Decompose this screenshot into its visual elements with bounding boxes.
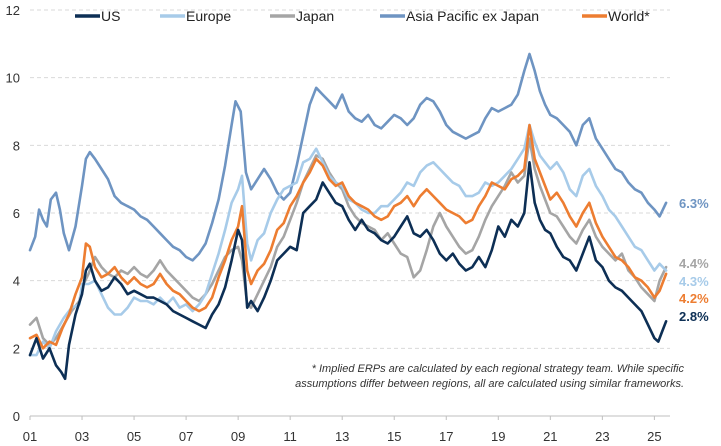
x-tick-label: 09 — [231, 429, 245, 444]
x-tick-label: 21 — [543, 429, 557, 444]
end-label: 2.8% — [679, 309, 709, 324]
y-tick-label: 2 — [13, 341, 20, 356]
series-line-us — [28, 161, 668, 381]
y-tick-label: 0 — [13, 409, 20, 424]
x-axis-ticks: 01 03 05 07 09 11 13 15 17 19 21 23 25 — [23, 416, 662, 444]
footnote-line-1: * Implied ERPs are calculated by each re… — [312, 363, 685, 375]
x-tick-label: 25 — [647, 429, 661, 444]
y-tick-label: 12 — [6, 3, 20, 18]
x-tick-label: 01 — [23, 429, 37, 444]
x-tick-label: 23 — [595, 429, 609, 444]
x-tick-label: 17 — [439, 429, 453, 444]
x-tick-label: 13 — [335, 429, 349, 444]
legend-label: US — [101, 8, 120, 24]
end-label: 4.3% — [679, 274, 709, 289]
series-line-asia-pacific-ex-japan — [28, 52, 668, 262]
x-tick-label: 05 — [127, 429, 141, 444]
legend-label: Europe — [186, 8, 231, 24]
x-tick-label: 07 — [179, 429, 193, 444]
legend-label: World* — [608, 8, 650, 24]
footnote: * Implied ERPs are calculated by each re… — [295, 363, 684, 390]
legend: US Europe Japan Asia Pacific ex Japan World* — [75, 8, 650, 24]
x-tick-label: 15 — [387, 429, 401, 444]
series-line-world — [28, 123, 668, 350]
end-label: 6.3% — [679, 196, 709, 211]
y-axis-ticks: 0 2 4 6 8 10 12 — [6, 3, 20, 424]
series-line-japan — [28, 137, 668, 347]
x-tick-label: 11 — [283, 429, 297, 444]
end-label: 4.4% — [679, 256, 709, 271]
y-tick-label: 8 — [13, 138, 20, 153]
series-line-europe — [28, 123, 668, 357]
x-tick-label: 03 — [75, 429, 89, 444]
y-tick-label: 10 — [6, 71, 20, 86]
x-tick-label: 19 — [491, 429, 505, 444]
y-tick-label: 6 — [13, 206, 20, 221]
end-label: 4.2% — [679, 291, 709, 306]
grid — [30, 9, 670, 349]
y-tick-label: 4 — [13, 274, 20, 289]
legend-label: Japan — [296, 8, 334, 24]
legend-label: Asia Pacific ex Japan — [406, 8, 539, 24]
series-layer — [28, 52, 668, 381]
end-labels: 2.8% 4.3% 4.4% 6.3% 4.2% — [679, 196, 709, 324]
footnote-line-2: assumptions differ between regions, all … — [295, 378, 684, 390]
